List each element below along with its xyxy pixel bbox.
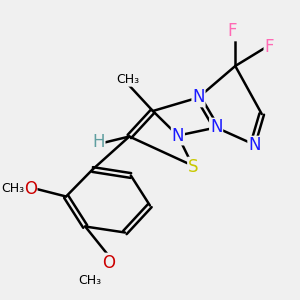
Text: F: F — [264, 38, 274, 56]
Text: CH₃: CH₃ — [116, 73, 140, 86]
Text: CH₃: CH₃ — [78, 274, 101, 287]
Text: F: F — [228, 22, 237, 40]
Text: N: N — [192, 88, 205, 106]
Text: O: O — [102, 254, 115, 272]
Text: N: N — [172, 127, 184, 145]
Text: H: H — [92, 133, 105, 151]
Text: CH₃: CH₃ — [2, 182, 25, 196]
Text: N: N — [210, 118, 222, 136]
Text: N: N — [248, 136, 261, 154]
Text: O: O — [24, 180, 37, 198]
Text: S: S — [188, 158, 198, 175]
